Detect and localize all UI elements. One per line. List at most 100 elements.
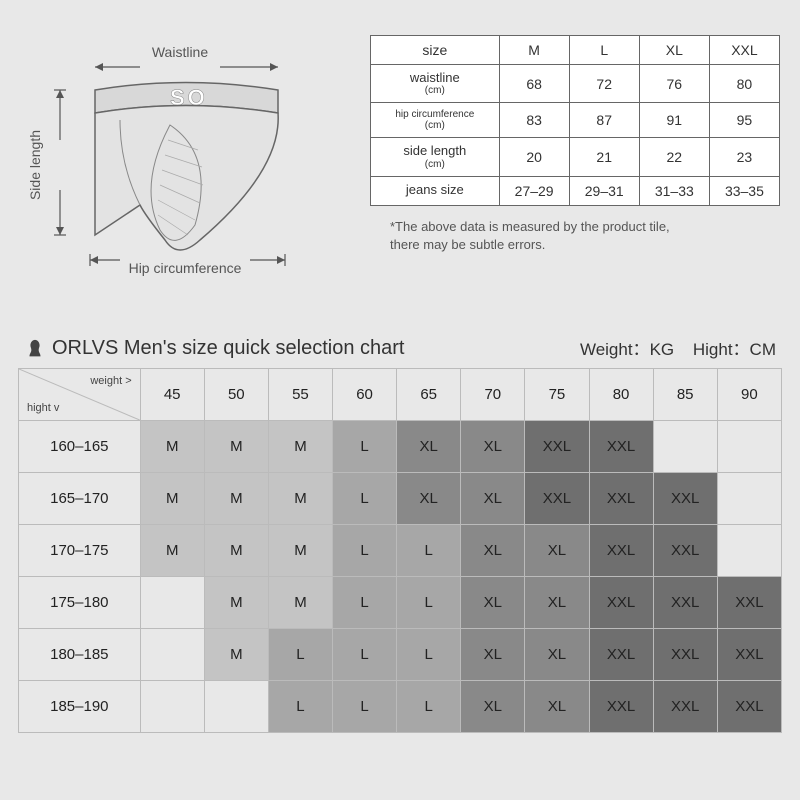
size-table-cell: 33–35: [709, 176, 779, 205]
selection-size-cell: [717, 525, 781, 577]
size-table-header: L: [569, 36, 639, 65]
selection-size-cell: M: [268, 473, 332, 525]
size-table-row: hip circumference(cm)83879195: [371, 103, 780, 138]
selection-size-cell: XXL: [589, 421, 653, 473]
selection-size-cell: XL: [461, 525, 525, 577]
selection-size-cell: L: [333, 629, 397, 681]
selection-weight-header: 55: [268, 369, 332, 421]
selection-size-cell: M: [140, 525, 204, 577]
selection-size-cell: XXL: [589, 577, 653, 629]
selection-size-cell: L: [268, 681, 332, 733]
size-table-cell: 27–29: [499, 176, 569, 205]
selection-weight-header: 45: [140, 369, 204, 421]
selection-height-label: 185–190: [19, 681, 141, 733]
selection-size-cell: XL: [461, 421, 525, 473]
size-table-cell: 83: [499, 103, 569, 138]
selection-chart-units: Weight：KG Hight：CM: [566, 335, 776, 360]
selection-table-row: 180–185MLLLXLXLXXLXXLXXL: [19, 629, 782, 681]
selection-weight-header: 60: [333, 369, 397, 421]
measurement-diagram: Waistline Side length SO: [20, 35, 340, 285]
size-note: *The above data is measured by the produ…: [390, 218, 780, 254]
selection-size-cell: XL: [461, 629, 525, 681]
selection-size-cell: XXL: [525, 473, 589, 525]
selection-weight-header: 50: [204, 369, 268, 421]
size-table-rowlabel: side length(cm): [371, 138, 500, 176]
size-table-cell: 21: [569, 138, 639, 176]
side-length-label: Side length: [27, 130, 43, 200]
selection-size-cell: L: [397, 629, 461, 681]
selection-size-cell: L: [397, 681, 461, 733]
hip-circumference-label: Hip circumference: [129, 260, 242, 276]
selection-size-cell: XXL: [653, 681, 717, 733]
selection-size-cell: XXL: [589, 525, 653, 577]
size-table-cell: 23: [709, 138, 779, 176]
waistline-label: Waistline: [152, 44, 208, 60]
selection-size-cell: M: [204, 577, 268, 629]
selection-size-cell: XL: [525, 525, 589, 577]
selection-size-cell: XXL: [653, 629, 717, 681]
selection-size-cell: XXL: [653, 577, 717, 629]
selection-size-cell: XL: [397, 421, 461, 473]
selection-size-cell: L: [397, 525, 461, 577]
selection-size-cell: XXL: [653, 525, 717, 577]
selection-size-cell: L: [397, 577, 461, 629]
selection-table-row: 165–170MMMLXLXLXXLXXLXXL: [19, 473, 782, 525]
selection-table-row: 170–175MMMLLXLXLXXLXXL: [19, 525, 782, 577]
selection-size-cell: [140, 577, 204, 629]
size-table-header: XXL: [709, 36, 779, 65]
selection-size-cell: M: [204, 525, 268, 577]
selection-size-cell: M: [268, 421, 332, 473]
selection-size-cell: [717, 421, 781, 473]
selection-size-cell: XXL: [717, 629, 781, 681]
selection-size-cell: XL: [397, 473, 461, 525]
selection-size-cell: XXL: [589, 629, 653, 681]
size-table-row: waistline(cm)68727680: [371, 65, 780, 103]
size-table-rowlabel: waistline(cm): [371, 65, 500, 103]
size-table: size M L XL XXL waistline(cm)68727680hip…: [370, 35, 780, 206]
size-table-cell: 31–33: [639, 176, 709, 205]
selection-size-cell: M: [268, 525, 332, 577]
selection-height-label: 180–185: [19, 629, 141, 681]
selection-weight-header: 80: [589, 369, 653, 421]
selection-height-label: 165–170: [19, 473, 141, 525]
brand-icon: [24, 338, 46, 360]
selection-weight-header: 65: [397, 369, 461, 421]
selection-size-cell: XXL: [717, 681, 781, 733]
selection-size-cell: XXL: [589, 473, 653, 525]
selection-size-cell: L: [268, 629, 332, 681]
selection-size-cell: XL: [461, 577, 525, 629]
size-table-cell: 95: [709, 103, 779, 138]
selection-table: weight > hight v 45505560657075808590 16…: [18, 368, 782, 733]
selection-weight-header: 75: [525, 369, 589, 421]
size-table-row: side length(cm)20212223: [371, 138, 780, 176]
selection-height-label: 175–180: [19, 577, 141, 629]
size-table-rowlabel: jeans size: [371, 176, 500, 205]
size-table-header-row: size M L XL XXL: [371, 36, 780, 65]
size-table-cell: 91: [639, 103, 709, 138]
selection-height-label: 170–175: [19, 525, 141, 577]
selection-size-cell: [204, 681, 268, 733]
size-table-cell: 22: [639, 138, 709, 176]
size-table-cell: 68: [499, 65, 569, 103]
selection-chart-title: ORLVS Men's size quick selection chart: [24, 337, 404, 360]
selection-table-corner: weight > hight v: [19, 369, 141, 421]
selection-size-cell: M: [204, 629, 268, 681]
size-table-cell: 87: [569, 103, 639, 138]
selection-size-cell: M: [140, 421, 204, 473]
selection-size-cell: [653, 421, 717, 473]
selection-size-cell: [717, 473, 781, 525]
size-table-cell: 80: [709, 65, 779, 103]
selection-size-cell: XXL: [589, 681, 653, 733]
selection-size-cell: L: [333, 473, 397, 525]
selection-size-cell: L: [333, 421, 397, 473]
selection-size-cell: M: [204, 421, 268, 473]
selection-size-cell: M: [204, 473, 268, 525]
size-table-cell: 76: [639, 65, 709, 103]
selection-size-cell: XL: [525, 577, 589, 629]
selection-table-row: 160–165MMMLXLXLXXLXXL: [19, 421, 782, 473]
selection-weight-header: 85: [653, 369, 717, 421]
size-table-header: XL: [639, 36, 709, 65]
selection-size-cell: M: [268, 577, 332, 629]
selection-size-cell: M: [140, 473, 204, 525]
selection-height-label: 160–165: [19, 421, 141, 473]
